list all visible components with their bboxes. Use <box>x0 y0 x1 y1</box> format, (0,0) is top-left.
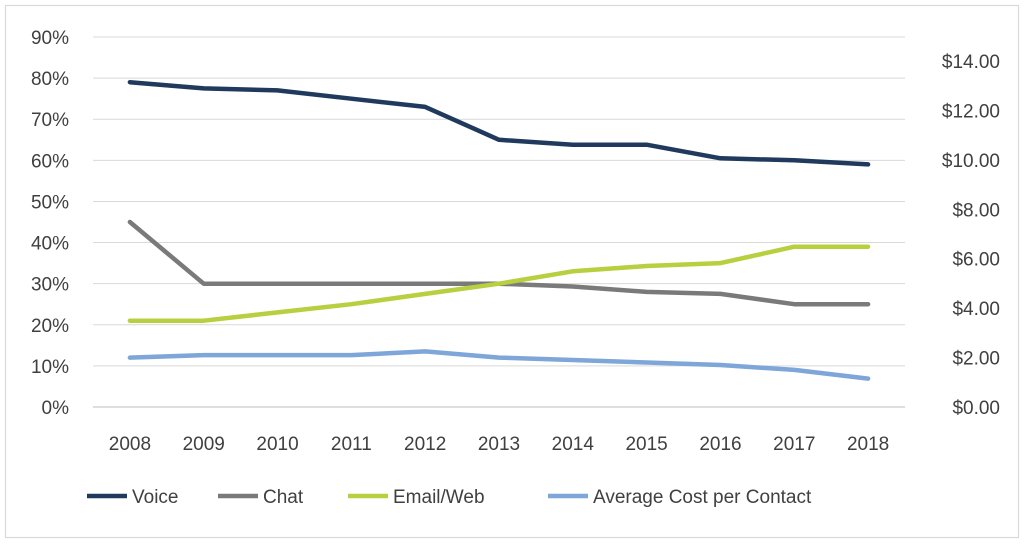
legend-label: Email/Web <box>393 487 485 508</box>
chart-border <box>4 4 1020 539</box>
left-tick-label: 40% <box>31 234 69 255</box>
x-tick-label: 2015 <box>625 434 667 455</box>
x-tick-label: 2018 <box>847 434 889 455</box>
left-tick-label: 50% <box>31 192 69 213</box>
right-tick-label: $6.00 <box>952 250 1000 271</box>
left-tick-label: 80% <box>31 69 69 90</box>
right-tick-label: $12.00 <box>942 101 1000 122</box>
x-tick-label: 2012 <box>404 434 446 455</box>
x-tick-label: 2011 <box>331 434 372 455</box>
left-axis: 0% 10% 20% 30% 40% 50% 60% 70% 80% 90% <box>31 28 69 419</box>
legend-item-chat: Chat <box>218 487 304 508</box>
x-tick-label: 2013 <box>478 434 520 455</box>
x-tick-label: 2016 <box>699 434 741 455</box>
right-tick-label: $10.00 <box>942 151 1000 172</box>
right-tick-label: $4.00 <box>952 299 1000 320</box>
x-tick-label: 2010 <box>256 434 298 455</box>
legend-item-voice: Voice <box>87 487 178 508</box>
legend-label: Chat <box>263 487 304 508</box>
left-tick-label: 90% <box>31 28 69 49</box>
left-tick-label: 60% <box>31 151 69 172</box>
right-tick-label: $0.00 <box>952 398 1000 419</box>
legend-label: Average Cost per Contact <box>593 487 812 508</box>
left-tick-label: 0% <box>42 398 70 419</box>
right-tick-label: $8.00 <box>952 200 1000 221</box>
legend-item-email-web: Email/Web <box>348 487 485 508</box>
x-tick-label: 2014 <box>552 434 595 455</box>
series-line-average-cost-per-contact <box>127 349 871 381</box>
left-tick-label: 10% <box>31 357 69 378</box>
right-tick-label: $14.00 <box>942 52 1000 73</box>
legend: Voice Chat Email/Web Average Cost per Conta… <box>87 487 812 508</box>
x-axis: 2008 2009 2010 2011 2012 2013 2014 2015 2016 2017… <box>109 434 889 455</box>
x-tick-label: 2009 <box>183 434 225 455</box>
right-axis: $0.00 $2.00 $4.00 $6.00 $8.00 $10.00 $12.00 $14… <box>942 52 1000 419</box>
left-tick-label: 30% <box>31 275 69 296</box>
series-lines <box>127 79 871 381</box>
x-tick-label: 2008 <box>109 434 151 455</box>
right-tick-label: $2.00 <box>952 349 1000 370</box>
series-line-email-web <box>127 244 871 323</box>
series-line-voice <box>127 79 871 167</box>
legend-label: Voice <box>132 487 178 508</box>
left-tick-label: 70% <box>31 110 69 131</box>
legend-item-average-cost-per-contact: Average Cost per Contact <box>548 487 812 508</box>
x-tick-label: 2017 <box>773 434 815 455</box>
left-tick-label: 20% <box>31 316 69 337</box>
